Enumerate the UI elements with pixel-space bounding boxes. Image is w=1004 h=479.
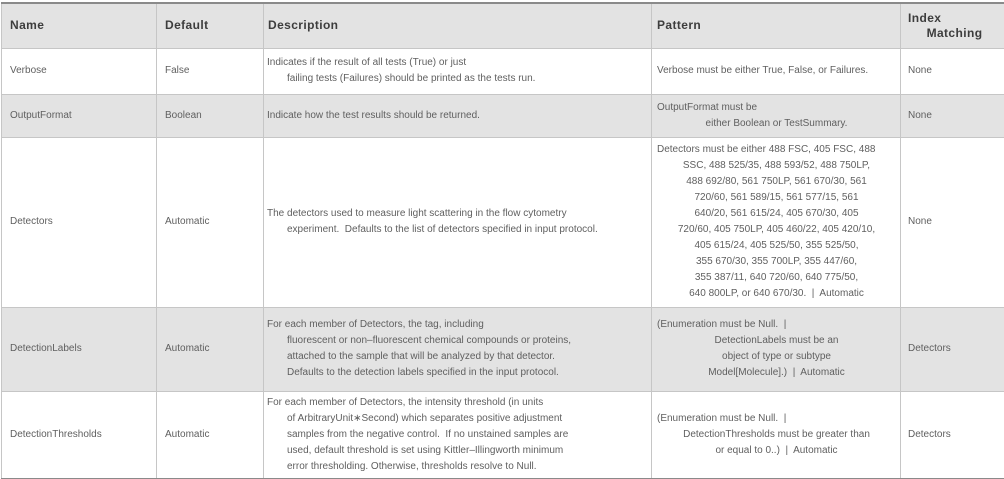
column-header-description: Description	[263, 2, 652, 49]
header-text-line: Matching	[926, 25, 983, 40]
cell-text-line: 355 670/30, 355 700LP, 355 447/60,	[695, 256, 858, 267]
cell-description: For each member of Detectors, the intens…	[263, 390, 652, 479]
header-text-line: Name	[10, 18, 45, 33]
cell-name: OutputFormat	[1, 93, 157, 138]
column-header-index_matching: Index Matching	[900, 2, 1004, 49]
cell-description: The detectors used to measure light scat…	[263, 136, 652, 308]
table-row: OutputFormat Boolean Indicate how the test…	[1, 93, 1004, 138]
cell-name: Detectors	[1, 136, 157, 308]
cell-default: False	[156, 47, 264, 95]
cell-text-line: None	[908, 216, 932, 227]
cell-text-line: Detectors must be either 488 FSC, 405 FS…	[657, 144, 876, 155]
cell-text-line: failing tests (Failures) should be print…	[287, 73, 536, 84]
table-body: Verbose False Indicates if the result of a…	[1, 47, 1004, 479]
cell-pattern: (Enumeration must be Null. | DetectionThr…	[651, 390, 901, 479]
cell-text-line: Verbose must be either True, False, or F…	[657, 65, 869, 76]
column-header-name: Name	[1, 2, 157, 49]
cell-text-line: of ArbitraryUnit∗Second) which separates…	[287, 412, 563, 424]
table-row: DetectionLabels Automatic For each member …	[1, 306, 1004, 392]
cell-description: Indicate how the test results should be …	[263, 93, 652, 138]
table-header: Name Default Description Pattern Index Matchi…	[1, 2, 1004, 49]
cell-text-line: Indicate how the test results should be …	[267, 109, 480, 121]
cell-pattern: Detectors must be either 488 FSC, 405 FS…	[651, 136, 901, 308]
cell-text-line: None	[908, 109, 932, 121]
cell-text-line: None	[908, 65, 932, 76]
cell-text-line: 720/60, 405 750LP, 405 460/22, 405 420/1…	[677, 224, 876, 235]
cell-text-line: OutputFormat must be	[657, 101, 758, 113]
cell-index_matching: None	[900, 47, 1004, 95]
cell-description: Indicates if the result of all tests (Tr…	[263, 47, 652, 95]
cell-text-line: 355 387/11, 640 720/60, 640 775/50,	[694, 272, 859, 283]
header-text-line: Default	[165, 18, 209, 33]
cell-default: Boolean	[156, 93, 264, 138]
cell-index_matching: Detectors	[900, 390, 1004, 479]
cell-text-line: Automatic	[165, 428, 210, 440]
cell-pattern: (Enumeration must be Null. | DetectionLab…	[651, 306, 901, 392]
table-row: Detectors Automatic The detectors used to …	[1, 136, 1004, 308]
cell-text-line: Detectors	[908, 428, 951, 440]
header-text-line: Index	[908, 10, 942, 25]
cell-text-line: DetectionThresholds	[10, 428, 102, 440]
cell-text-line: DetectionThresholds must be greater than	[683, 428, 870, 440]
table-header-row: Name Default Description Pattern Index Matchi…	[1, 2, 1004, 49]
cell-text-line: fluorescent or non–fluorescent chemical …	[287, 335, 572, 346]
cell-text-line: error thresholding. Otherwise, threshold…	[287, 460, 537, 472]
cell-text-line: or equal to 0..) | Automatic	[715, 444, 838, 456]
cell-name: DetectionThresholds	[1, 390, 157, 479]
cell-text-line: (Enumeration must be Null. |	[657, 319, 787, 330]
cell-text-line: Model[Molecule].) | Automatic	[708, 367, 845, 378]
cell-text-line: DetectionLabels	[10, 343, 82, 354]
cell-text-line: False	[165, 65, 190, 76]
cell-default: Automatic	[156, 306, 264, 392]
cell-text-line: 405 615/24, 405 525/50, 355 525/50,	[694, 240, 859, 251]
column-header-pattern: Pattern	[651, 2, 901, 49]
cell-pattern: Verbose must be either True, False, or F…	[651, 47, 901, 95]
cell-index_matching: None	[900, 93, 1004, 138]
cell-index_matching: None	[900, 136, 1004, 308]
cell-text-line: Boolean	[165, 109, 202, 121]
cell-text-line: The detectors used to measure light scat…	[267, 208, 567, 219]
table-row: DetectionThresholds Automatic For each mem…	[1, 390, 1004, 479]
cell-text-line: 640/20, 561 615/24, 405 670/30, 405	[694, 208, 859, 219]
header-text-line: Pattern	[657, 18, 702, 33]
cell-text-line: object of type or subtype	[722, 351, 831, 362]
cell-text-line: DetectionLabels must be an	[714, 335, 839, 346]
cell-text-line: either Boolean or TestSummary.	[705, 117, 848, 129]
cell-text-line: Defaults to the detection labels specifi…	[287, 367, 559, 378]
cell-text-line: 488 692/80, 561 750LP, 561 670/30, 561	[686, 176, 867, 187]
cell-text-line: Automatic	[165, 216, 210, 227]
cell-default: Automatic	[156, 136, 264, 308]
table-row: Verbose False Indicates if the result of a…	[1, 47, 1004, 95]
cell-default: Automatic	[156, 390, 264, 479]
cell-text-line: Detectors	[10, 216, 53, 227]
cell-text-line: Detectors	[908, 343, 951, 354]
column-header-default: Default	[156, 2, 264, 49]
header-text-line: Description	[268, 18, 339, 33]
cell-text-line: 640 800LP, or 640 670/30. | Automatic	[689, 288, 864, 299]
cell-text-line: experiment. Defaults to the list of dete…	[287, 224, 598, 235]
cell-text-line: For each member of Detectors, the intens…	[267, 396, 544, 408]
cell-text-line: SSC, 488 525/35, 488 593/52, 488 750LP,	[682, 160, 871, 171]
cell-text-line: For each member of Detectors, the tag, i…	[267, 319, 484, 330]
cell-text-line: Indicates if the result of all tests (Tr…	[267, 57, 467, 68]
cell-text-line: (Enumeration must be Null. |	[657, 412, 787, 424]
cell-text-line: Verbose	[10, 65, 47, 76]
cell-name: DetectionLabels	[1, 306, 157, 392]
cell-text-line: attached to the sample that will be anal…	[287, 351, 555, 362]
cell-text-line: samples from the negative control. If no…	[287, 428, 569, 440]
cell-index_matching: Detectors	[900, 306, 1004, 392]
cell-text-line: OutputFormat	[10, 109, 72, 121]
cell-text-line: used, default threshold is set using Kit…	[287, 444, 564, 456]
cell-description: For each member of Detectors, the tag, i…	[263, 306, 652, 392]
cell-name: Verbose	[1, 47, 157, 95]
cell-text-line: Automatic	[165, 343, 210, 354]
cell-pattern: OutputFormat must be either Boolean or Te…	[651, 93, 901, 138]
cell-text-line: 720/60, 561 589/15, 561 577/15, 561	[694, 192, 859, 203]
